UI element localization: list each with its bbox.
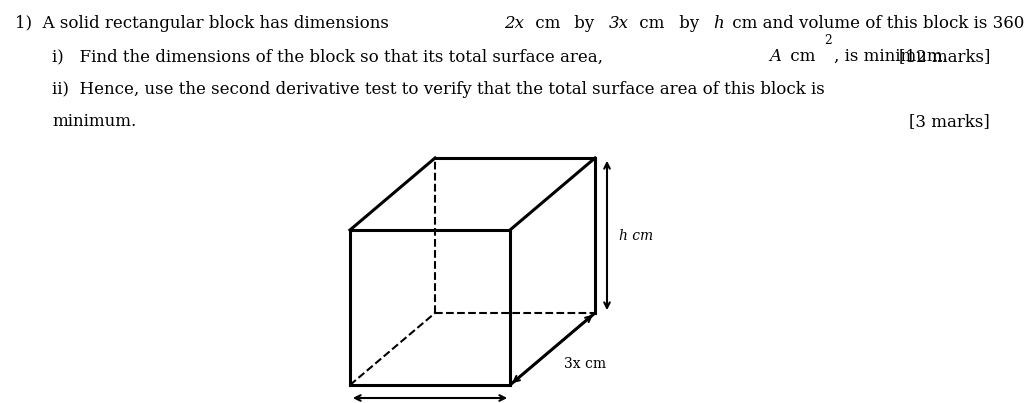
Text: by: by: [569, 15, 600, 32]
Text: cm and volume of this block is 3600 cm: cm and volume of this block is 3600 cm: [727, 15, 1024, 32]
Text: 3x: 3x: [608, 15, 629, 32]
Text: by: by: [674, 15, 705, 32]
Text: A: A: [770, 48, 781, 65]
Text: 2x: 2x: [504, 15, 524, 32]
Text: ii)  Hence, use the second derivative test to verify that the total surface area: ii) Hence, use the second derivative tes…: [52, 81, 824, 98]
Text: cm: cm: [634, 15, 665, 32]
Text: , is minimum.: , is minimum.: [835, 48, 948, 65]
Text: h: h: [713, 15, 724, 32]
Text: cm: cm: [530, 15, 560, 32]
Text: h cm: h cm: [618, 229, 653, 243]
Text: cm: cm: [785, 48, 815, 65]
Text: [3 marks]: [3 marks]: [909, 113, 990, 130]
Text: minimum.: minimum.: [52, 113, 136, 130]
Text: i)   Find the dimensions of the block so that its total surface area,: i) Find the dimensions of the block so t…: [52, 48, 608, 65]
Text: 3x cm: 3x cm: [564, 357, 606, 371]
Text: 2: 2: [824, 33, 833, 47]
Text: 1)  A solid rectangular block has dimensions: 1) A solid rectangular block has dimensi…: [15, 15, 394, 32]
Text: [12 marks]: [12 marks]: [899, 48, 990, 65]
